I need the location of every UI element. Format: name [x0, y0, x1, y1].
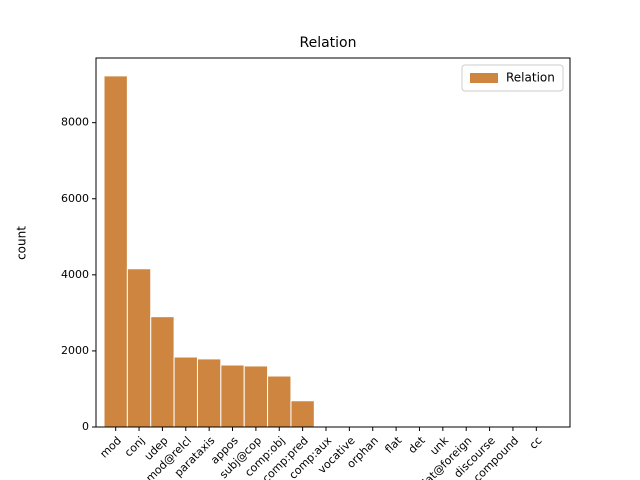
- bar: [150, 316, 175, 428]
- bar: [103, 75, 128, 428]
- x-tick-label: cc: [527, 434, 545, 452]
- legend-label: Relation: [506, 71, 555, 85]
- plot-frame: [95, 57, 571, 428]
- y-tick-label: 0: [82, 420, 89, 433]
- bar: [290, 400, 315, 428]
- x-tick-label: mod: [97, 434, 123, 460]
- y-tick-label: 2000: [61, 344, 89, 357]
- bar: [220, 364, 245, 428]
- bar: [243, 365, 269, 428]
- legend-swatch: [470, 73, 498, 83]
- y-tick-label: 8000: [61, 116, 89, 129]
- y-axis-label: count: [15, 226, 29, 260]
- y-tick-label: 6000: [61, 192, 89, 205]
- bar: [267, 375, 292, 428]
- x-tick-label: det: [406, 434, 428, 456]
- bar: [126, 268, 152, 428]
- bar: [196, 358, 222, 428]
- x-tick-label: flat: [382, 434, 404, 456]
- legend-box: [461, 64, 564, 92]
- y-tick-label: 4000: [61, 268, 89, 281]
- chart-title: Relation: [300, 35, 357, 51]
- bar: [173, 356, 198, 428]
